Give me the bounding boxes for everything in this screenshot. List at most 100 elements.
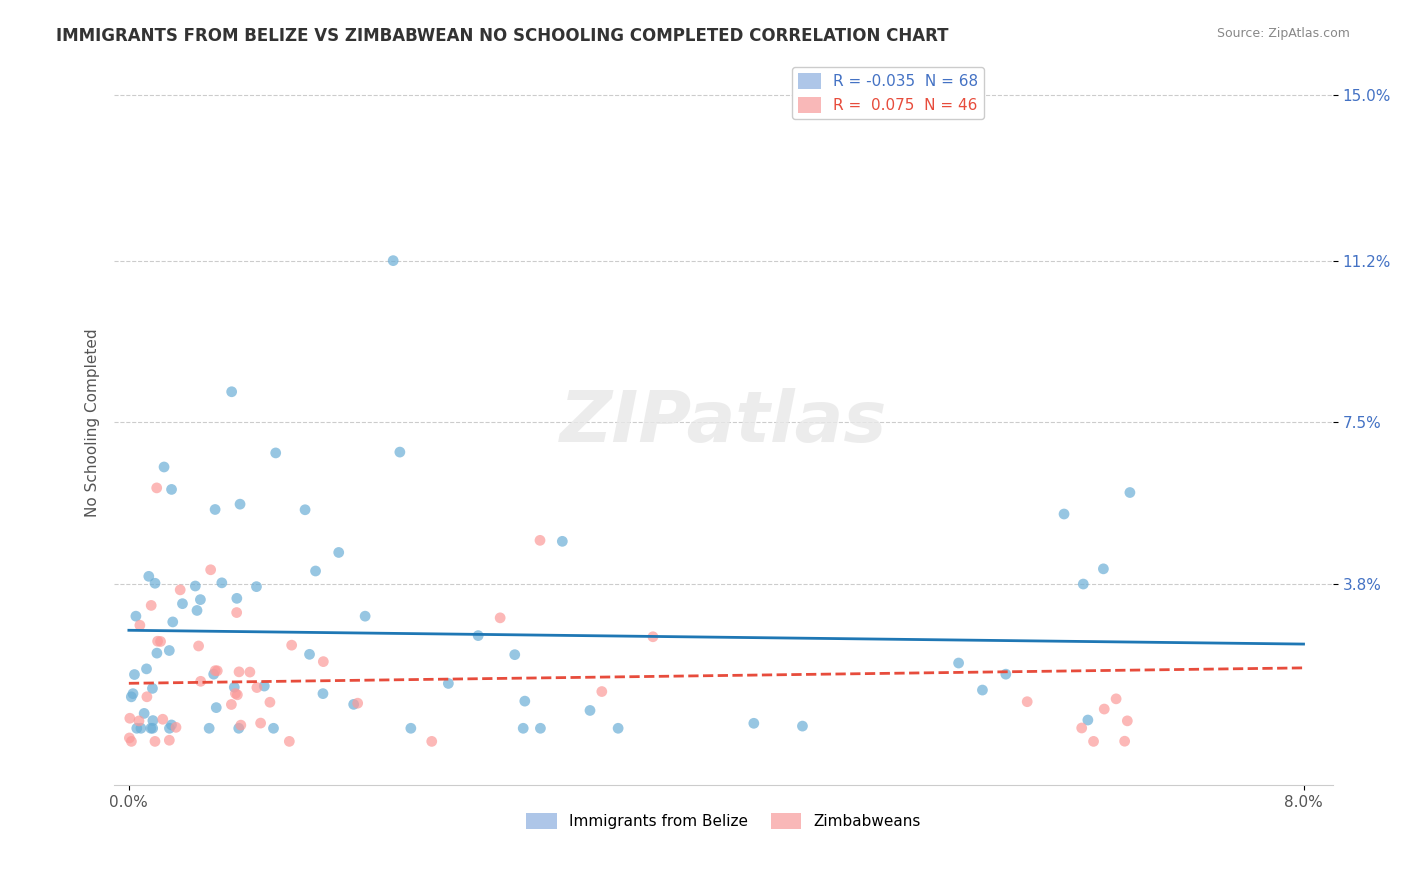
Point: [157, 733, 180, 747]
Point: [142, 714, 165, 728]
Point: [122, 687, 145, 701]
Point: [1053, 507, 1076, 521]
Point: [972, 683, 994, 698]
Point: [420, 734, 443, 748]
Point: [1116, 714, 1139, 728]
Point: [169, 582, 191, 597]
Point: [142, 721, 165, 735]
Point: [157, 643, 180, 657]
Point: [135, 662, 157, 676]
Point: [346, 696, 368, 710]
Point: [312, 655, 335, 669]
Point: [994, 667, 1017, 681]
Point: [388, 445, 411, 459]
Point: [263, 721, 285, 735]
Point: [792, 719, 814, 733]
Point: [259, 695, 281, 709]
Point: [1071, 577, 1094, 591]
Point: [162, 615, 184, 629]
Point: [1105, 691, 1128, 706]
Point: [249, 716, 271, 731]
Point: [143, 576, 166, 591]
Point: [138, 569, 160, 583]
Point: [298, 648, 321, 662]
Point: [146, 646, 169, 660]
Point: [204, 664, 226, 678]
Point: [145, 481, 167, 495]
Point: [207, 664, 229, 678]
Point: [399, 721, 422, 735]
Point: [165, 720, 187, 734]
Point: [160, 718, 183, 732]
Point: [1077, 713, 1099, 727]
Point: [139, 721, 162, 735]
Point: [280, 638, 302, 652]
Point: [1119, 485, 1142, 500]
Point: [437, 676, 460, 690]
Point: [489, 611, 512, 625]
Point: [253, 679, 276, 693]
Point: [304, 564, 326, 578]
Point: [948, 656, 970, 670]
Point: [229, 718, 252, 732]
Point: [224, 680, 246, 694]
Point: [128, 618, 150, 632]
Point: [229, 497, 252, 511]
Point: [187, 639, 209, 653]
Point: [118, 711, 141, 725]
Point: [221, 384, 243, 399]
Point: [579, 703, 602, 717]
Point: [200, 563, 222, 577]
Point: [134, 706, 156, 721]
Point: [149, 634, 172, 648]
Legend: Immigrants from Belize, Zimbabweans: Immigrants from Belize, Zimbabweans: [520, 807, 927, 836]
Point: [246, 681, 269, 695]
Point: [120, 690, 142, 704]
Point: [228, 721, 250, 735]
Point: [225, 591, 247, 606]
Point: [141, 681, 163, 696]
Point: [551, 534, 574, 549]
Point: [529, 721, 551, 735]
Point: [225, 606, 247, 620]
Point: [152, 712, 174, 726]
Point: [146, 634, 169, 648]
Point: [742, 716, 765, 731]
Point: [591, 684, 613, 698]
Point: [1092, 562, 1115, 576]
Point: [190, 674, 212, 689]
Point: [467, 629, 489, 643]
Y-axis label: No Schooling Completed: No Schooling Completed: [86, 328, 100, 516]
Point: [641, 630, 664, 644]
Point: [128, 714, 150, 728]
Point: [354, 609, 377, 624]
Text: IMMIGRANTS FROM BELIZE VS ZIMBABWEAN NO SCHOOLING COMPLETED CORRELATION CHART: IMMIGRANTS FROM BELIZE VS ZIMBABWEAN NO …: [56, 27, 949, 45]
Point: [607, 721, 630, 735]
Point: [513, 694, 536, 708]
Point: [172, 597, 194, 611]
Point: [184, 579, 207, 593]
Point: [503, 648, 526, 662]
Point: [312, 687, 335, 701]
Point: [226, 688, 249, 702]
Text: ZIPatlas: ZIPatlas: [560, 388, 887, 457]
Point: [124, 667, 146, 681]
Point: [153, 460, 176, 475]
Point: [160, 483, 183, 497]
Point: [278, 734, 301, 748]
Point: [198, 721, 221, 735]
Point: [211, 575, 233, 590]
Point: [1114, 734, 1136, 748]
Point: [118, 731, 141, 745]
Point: [239, 665, 262, 679]
Point: [204, 502, 226, 516]
Point: [228, 665, 250, 679]
Point: [328, 545, 350, 559]
Point: [129, 721, 152, 735]
Point: [1092, 702, 1115, 716]
Point: [125, 721, 148, 735]
Point: [343, 698, 366, 712]
Point: [202, 667, 225, 681]
Point: [159, 721, 181, 735]
Text: Source: ZipAtlas.com: Source: ZipAtlas.com: [1216, 27, 1350, 40]
